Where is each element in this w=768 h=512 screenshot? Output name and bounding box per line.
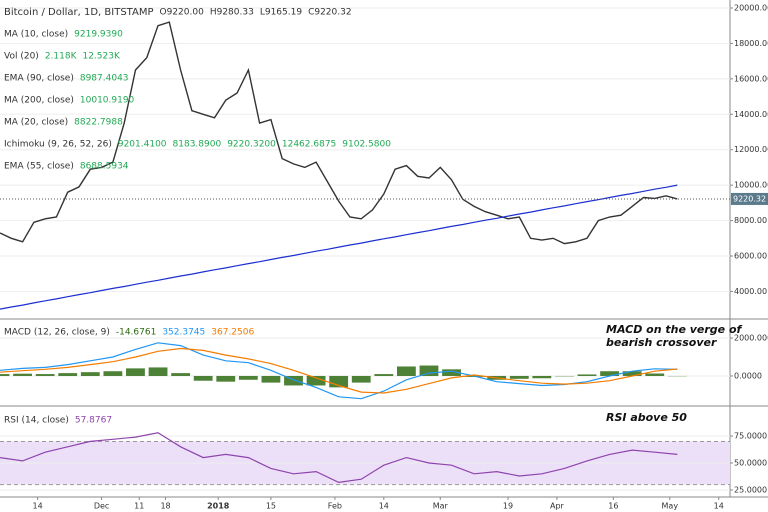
histogram-bar — [442, 369, 461, 376]
annotation: MACD on the verge of — [606, 323, 743, 336]
y-tick-label: 4000.00 — [734, 287, 767, 296]
histogram-bar — [216, 375, 236, 382]
legend-text: L9165.19 — [260, 8, 303, 18]
legend-text: -14.6761 — [116, 328, 156, 338]
histogram-bar — [351, 375, 371, 383]
y-tick-label: 14000.00 — [734, 110, 768, 119]
x-tick-label: Mar — [433, 502, 449, 511]
histogram-bar — [126, 368, 145, 376]
x-tick-label: 11 — [134, 502, 144, 511]
annotation: bearish crossover — [606, 336, 717, 349]
legend-text: 367.2506 — [211, 328, 254, 338]
x-tick-label: 15 — [266, 502, 276, 511]
series-line — [0, 432, 678, 484]
x-tick-label: Apr — [550, 502, 565, 511]
histogram-bar — [261, 375, 281, 383]
histogram-bar — [0, 374, 10, 376]
histogram-bar — [58, 373, 78, 376]
y-tick-label: 75.0000 — [734, 432, 767, 441]
legend-text: Vol (20) — [4, 52, 39, 62]
histogram-bar — [13, 373, 32, 376]
y-tick-label: 10000.00 — [734, 181, 768, 190]
legend-text: 9219.9390 — [74, 30, 123, 40]
series-line — [0, 347, 678, 394]
legend-text: 352.3745 — [162, 328, 205, 338]
y-tick-label: 16000.00 — [734, 74, 768, 83]
x-tick-label: May — [662, 502, 679, 511]
legend-text: 12462.6875 — [282, 140, 336, 150]
histogram-bar — [509, 375, 529, 379]
price-label: 9220.32 — [733, 194, 766, 203]
x-tick-label: 14 — [714, 502, 724, 511]
y-tick-label: 6000.00 — [734, 251, 767, 260]
legend-text: 2.118K — [45, 52, 78, 62]
legend-text: O9220.00 — [160, 8, 205, 18]
legend-text: 57.8767 — [75, 416, 112, 426]
x-tick-label: 2018 — [207, 502, 230, 511]
legend-text: MA (20, close) — [4, 118, 68, 128]
y-tick-label: 50.0000 — [734, 459, 767, 468]
histogram-bar — [193, 375, 213, 381]
legend-text: 8688.5934 — [80, 162, 129, 172]
y-tick-label: 25.0000 — [734, 485, 767, 494]
legend-text: 8822.7988 — [74, 118, 123, 128]
x-tick-label: 16 — [608, 502, 618, 511]
histogram-bar — [577, 374, 597, 376]
legend-text: 8183.8900 — [173, 140, 222, 150]
y-tick-label: 20000.00 — [734, 3, 768, 12]
legend-text: 10010.9190 — [80, 96, 135, 106]
legend-text: EMA (55, close) — [4, 162, 74, 172]
legend-text: Bitcoin / Dollar, 1D, BITSTAMP — [4, 7, 154, 18]
legend-text: 9220.3200 — [227, 140, 276, 150]
legend-text: C9220.32 — [308, 8, 352, 18]
legend-text: 9102.5800 — [342, 140, 391, 150]
histogram-bar — [645, 373, 665, 376]
x-tick-label: Feb — [328, 502, 342, 511]
annotation: RSI above 50 — [606, 411, 687, 424]
x-tick-label: 18 — [160, 502, 170, 511]
histogram-bar — [374, 374, 394, 376]
legend-text: 8987.4043 — [80, 74, 129, 84]
legend-text: Ichimoku (9, 26, 52, 26) — [4, 140, 112, 150]
histogram-bar — [80, 372, 100, 376]
y-tick-label: 18000.00 — [734, 39, 768, 48]
legend-text: MA (10, close) — [4, 30, 68, 40]
x-tick-label: 19 — [503, 502, 513, 511]
x-tick-label: 14 — [33, 502, 43, 511]
legend-text: EMA (90, close) — [4, 74, 74, 84]
histogram-bar — [622, 371, 642, 376]
y-tick-label: 2000.0000 — [734, 334, 768, 343]
legend-text: RSI (14, close) — [4, 416, 69, 426]
legend-text: 9201.4100 — [118, 140, 167, 150]
series-line — [0, 184, 678, 310]
histogram-bar — [103, 371, 123, 376]
histogram-bar — [35, 374, 55, 376]
price-label-box — [731, 192, 768, 205]
histogram-bar — [419, 365, 439, 376]
histogram-bar — [148, 367, 168, 376]
legend-text: MACD (12, 26, close, 9) — [4, 328, 110, 338]
y-tick-label: 0.0000 — [734, 371, 762, 380]
histogram-bar — [306, 375, 326, 386]
x-tick-label: 14 — [379, 502, 389, 511]
histogram-bar — [396, 366, 416, 376]
histogram-bar — [171, 373, 191, 376]
histogram-bar — [329, 375, 349, 388]
histogram-bar — [238, 375, 258, 380]
histogram-bar — [600, 371, 619, 376]
legend-text: H9280.33 — [210, 8, 254, 18]
legend-text: MA (200, close) — [4, 96, 74, 106]
series-line — [0, 21, 678, 245]
legend-text: 12.523K — [82, 52, 120, 62]
y-tick-label: 8000.00 — [734, 216, 767, 225]
histogram-bar — [532, 375, 552, 379]
histogram-bar — [284, 375, 303, 386]
y-tick-label: 12000.00 — [734, 145, 768, 154]
x-tick-label: Dec — [94, 502, 109, 511]
